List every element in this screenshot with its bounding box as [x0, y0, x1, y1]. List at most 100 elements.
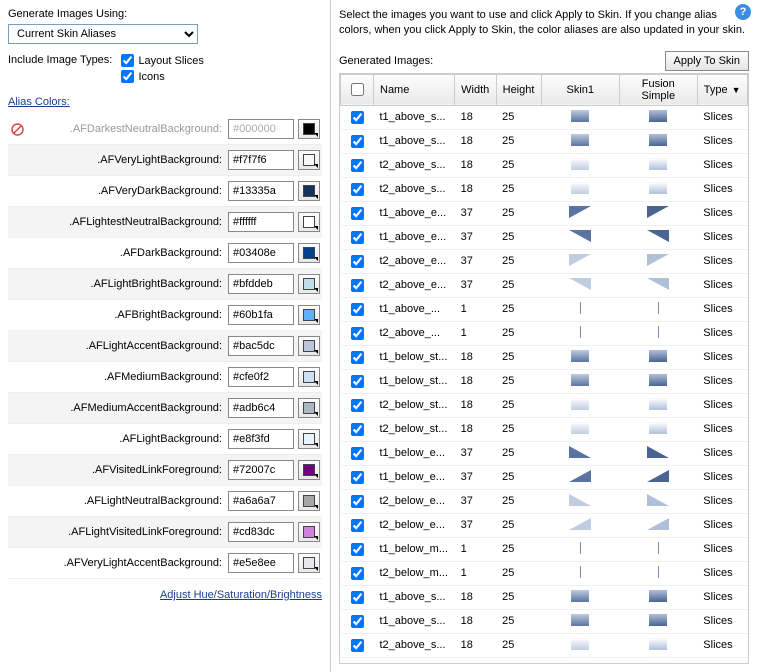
alias-hex-input[interactable]	[228, 274, 294, 294]
col-checkbox[interactable]	[341, 74, 374, 105]
row-checkbox[interactable]	[351, 231, 364, 244]
apply-to-skin-button[interactable]: Apply To Skin	[665, 51, 749, 71]
table-row[interactable]: t1_above_...125Slices	[341, 297, 748, 321]
row-checkbox[interactable]	[351, 135, 364, 148]
table-row[interactable]: t1_above_s...1825Slices	[341, 585, 748, 609]
alias-hex-input[interactable]	[228, 367, 294, 387]
col-skin1[interactable]: Skin1	[541, 74, 619, 105]
row-checkbox[interactable]	[351, 279, 364, 292]
alias-hex-input[interactable]	[228, 150, 294, 170]
row-checkbox[interactable]	[351, 375, 364, 388]
table-row[interactable]: t2_above_e...3725Slices	[341, 249, 748, 273]
alias-hex-input[interactable]	[228, 305, 294, 325]
alias-hex-input[interactable]	[228, 491, 294, 511]
row-checkbox[interactable]	[351, 447, 364, 460]
color-picker-button[interactable]	[298, 336, 320, 356]
table-row[interactable]: t2_below_st...1825Slices	[341, 417, 748, 441]
cell-height: 25	[496, 489, 541, 513]
col-width[interactable]: Width	[455, 74, 496, 105]
alias-colors-link[interactable]: Alias Colors:	[8, 96, 70, 108]
color-picker-button[interactable]	[298, 212, 320, 232]
color-picker-button[interactable]	[298, 491, 320, 511]
generate-select[interactable]: Current Skin Aliases	[8, 24, 198, 44]
row-checkbox[interactable]	[351, 615, 364, 628]
table-row[interactable]: t2_above_s...1825Slices	[341, 633, 748, 657]
color-picker-button[interactable]	[298, 522, 320, 542]
color-picker-button[interactable]	[298, 274, 320, 294]
row-checkbox[interactable]	[351, 255, 364, 268]
adjust-hsb-link[interactable]: Adjust Hue/Saturation/Brightness	[160, 589, 322, 601]
row-checkbox[interactable]	[351, 591, 364, 604]
cell-fusion-preview	[619, 369, 697, 393]
row-checkbox[interactable]	[351, 303, 364, 316]
color-picker-button[interactable]	[298, 460, 320, 480]
cell-type: Slices	[697, 105, 747, 129]
col-type[interactable]: Type▼	[697, 74, 747, 105]
table-row[interactable]: t1_above_e...3725Slices	[341, 225, 748, 249]
row-checkbox[interactable]	[351, 351, 364, 364]
alias-hex-input[interactable]	[228, 212, 294, 232]
row-checkbox[interactable]	[351, 159, 364, 172]
color-picker-button[interactable]	[298, 553, 320, 573]
alias-hex-input[interactable]	[228, 553, 294, 573]
table-row[interactable]: t2_below_m...125Slices	[341, 561, 748, 585]
help-icon[interactable]: ?	[735, 4, 751, 20]
color-picker-button[interactable]	[298, 243, 320, 263]
col-height[interactable]: Height	[496, 74, 541, 105]
alias-hex-input[interactable]	[228, 398, 294, 418]
table-row[interactable]: t1_above_s...1825Slices	[341, 105, 748, 129]
row-checkbox[interactable]	[351, 183, 364, 196]
cb-layout-slices[interactable]: Layout Slices	[121, 54, 203, 67]
cell-skin1-preview	[541, 465, 619, 489]
row-checkbox[interactable]	[351, 111, 364, 124]
col-name[interactable]: Name	[374, 74, 455, 105]
table-row[interactable]: t2_above_e...3725Slices	[341, 273, 748, 297]
col-fusion[interactable]: Fusion Simple	[619, 74, 697, 105]
table-row[interactable]: t1_below_e...3725Slices	[341, 465, 748, 489]
table-row[interactable]: t2_below_e...3725Slices	[341, 489, 748, 513]
table-row[interactable]: t2_below_e...3725Slices	[341, 513, 748, 537]
table-row[interactable]: t1_below_m...125Slices	[341, 537, 748, 561]
table-row[interactable]: t1_below_st...1825Slices	[341, 369, 748, 393]
cell-width: 18	[455, 585, 496, 609]
color-picker-button[interactable]	[298, 181, 320, 201]
alias-row: .AFDarkBackground:	[8, 238, 322, 269]
table-row[interactable]: t1_above_s...1825Slices	[341, 129, 748, 153]
row-checkbox[interactable]	[351, 519, 364, 532]
cell-name: t1_above_...	[374, 297, 455, 321]
alias-name: .AFLightBackground:	[28, 433, 228, 445]
table-row[interactable]: t2_below_st...1825Slices	[341, 393, 748, 417]
color-picker-button[interactable]	[298, 398, 320, 418]
row-checkbox[interactable]	[351, 327, 364, 340]
color-picker-button[interactable]	[298, 150, 320, 170]
alias-hex-input[interactable]	[228, 181, 294, 201]
alias-hex-input[interactable]	[228, 336, 294, 356]
color-picker-button[interactable]	[298, 305, 320, 325]
table-row[interactable]: t2_above_s...1825Slices	[341, 153, 748, 177]
cell-name: t2_below_m...	[374, 561, 455, 585]
table-row[interactable]: t1_above_s...1825Slices	[341, 609, 748, 633]
row-checkbox[interactable]	[351, 207, 364, 220]
alias-hex-input[interactable]	[228, 243, 294, 263]
color-picker-button[interactable]	[298, 367, 320, 387]
table-row[interactable]: t2_above_s...1825Slices	[341, 657, 748, 663]
row-checkbox[interactable]	[351, 471, 364, 484]
row-checkbox[interactable]	[351, 639, 364, 652]
cell-width: 18	[455, 129, 496, 153]
alias-hex-input[interactable]	[228, 522, 294, 542]
row-checkbox[interactable]	[351, 399, 364, 412]
table-row[interactable]: t2_above_s...1825Slices	[341, 177, 748, 201]
color-picker-button[interactable]	[298, 429, 320, 449]
cb-icons[interactable]: Icons	[121, 70, 164, 83]
table-row[interactable]: t1_above_e...3725Slices	[341, 201, 748, 225]
cell-width: 37	[455, 249, 496, 273]
table-row[interactable]: t1_below_e...3725Slices	[341, 441, 748, 465]
alias-hex-input[interactable]	[228, 429, 294, 449]
row-checkbox[interactable]	[351, 423, 364, 436]
table-row[interactable]: t1_below_st...1825Slices	[341, 345, 748, 369]
row-checkbox[interactable]	[351, 543, 364, 556]
table-row[interactable]: t2_above_...125Slices	[341, 321, 748, 345]
row-checkbox[interactable]	[351, 495, 364, 508]
alias-hex-input[interactable]	[228, 460, 294, 480]
row-checkbox[interactable]	[351, 567, 364, 580]
